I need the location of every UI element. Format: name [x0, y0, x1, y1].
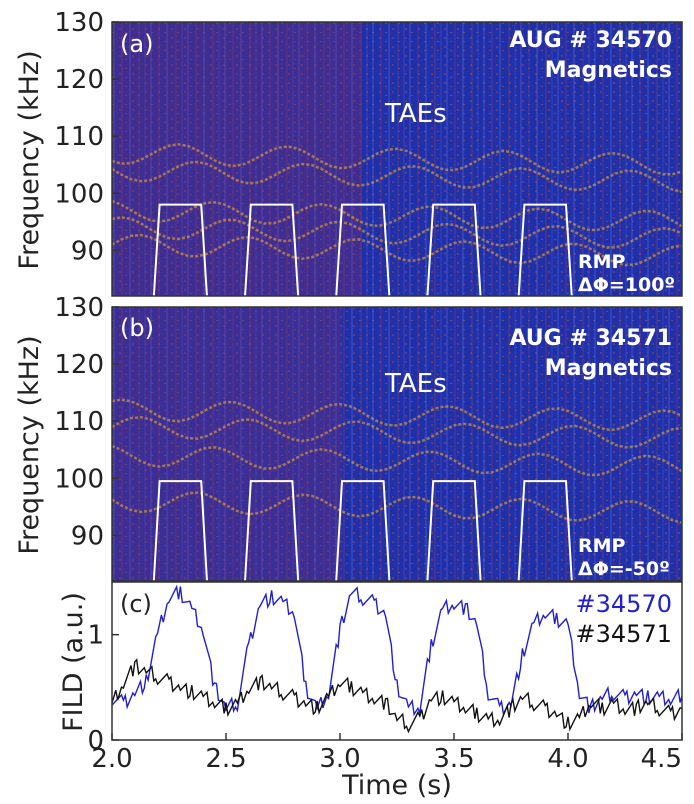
panel-a: 90 100 110 120 130 (a) AUG # 34570 Magnetics… — [14, 8, 683, 297]
panel-b-y-ticks: 90 100 110 120 130 — [54, 293, 119, 551]
y-tick-label: 130 — [54, 8, 104, 38]
panel-c-y-axis-label: FILD (a.u.) — [58, 592, 89, 732]
panel-b-tae-label: TAEs — [384, 369, 447, 399]
x-tick-label: 2.0 — [91, 744, 132, 774]
panel-c-background — [112, 582, 682, 740]
panel-a-spectrogram — [112, 22, 682, 296]
y-tick-label: 1 — [87, 621, 104, 651]
y-tick-label: 120 — [54, 65, 104, 95]
panel-b-spectrogram — [112, 307, 682, 581]
panel-c-x-ticks: 2.0 2.5 3.0 3.5 4.0 4.5 — [91, 733, 683, 774]
panel-b-diagnostic: Magnetics — [545, 356, 672, 381]
panel-a-y-ticks: 90 100 110 120 130 — [54, 8, 119, 266]
tae-mode-band — [112, 216, 682, 249]
panel-a-diagnostic: Magnetics — [545, 58, 672, 83]
y-tick-label: 100 — [54, 464, 104, 494]
panel-a-mode-bands — [112, 143, 682, 267]
panel-a-phase-label: ΔΦ=100º — [578, 274, 675, 296]
tae-mode-band — [112, 444, 682, 477]
x-axis-label: Time (s) — [341, 770, 452, 801]
y-tick-label: 90 — [71, 521, 104, 551]
panel-c-y-ticks: 01 — [87, 621, 119, 756]
panel-b-label: (b) — [120, 314, 154, 342]
y-tick-label: 90 — [71, 236, 104, 266]
legend-entry-34570: #34570 — [576, 590, 672, 618]
panel-b-rmp-label: RMP — [578, 535, 626, 557]
x-tick-label: 4.5 — [641, 744, 682, 774]
x-tick-label: 4.0 — [547, 744, 588, 774]
panel-c-label: (c) — [120, 590, 152, 618]
tae-mode-band — [112, 491, 682, 524]
panel-c: 01 2.0 2.5 3.0 3.5 4.0 4.5 (c) #34570 #34571 … — [58, 581, 683, 801]
y-tick-label: 110 — [54, 122, 104, 152]
series-line-34570 — [112, 584, 682, 717]
panel-b-shot-title: AUG # 34571 — [509, 326, 672, 351]
panel-b: 90 100 110 120 130 (b) AUG # 34571 Magnetics… — [14, 293, 683, 582]
x-tick-label: 3.5 — [433, 744, 474, 774]
x-tick-label: 2.5 — [205, 744, 246, 774]
tae-mode-band — [112, 233, 682, 267]
panel-a-tae-label: TAEs — [384, 99, 447, 129]
panel-b-phase-label: ΔΦ=-50º — [578, 558, 670, 580]
panel-a-shot-title: AUG # 34570 — [509, 28, 672, 53]
series-line-34571 — [112, 658, 682, 734]
y-tick-label: 120 — [54, 350, 104, 380]
tae-mode-band — [112, 415, 682, 449]
panel-b-rmp-waveform — [152, 480, 573, 581]
panel-c-lines — [112, 584, 682, 734]
y-tick-label: 110 — [54, 407, 104, 437]
tae-mode-band — [112, 398, 682, 431]
panel-a-frame — [111, 21, 683, 297]
panel-b-y-axis-label: Frequency (kHz) — [14, 335, 45, 554]
panel-a-label: (a) — [120, 30, 153, 58]
tae-mode-band — [112, 160, 682, 194]
y-tick-label: 130 — [54, 293, 104, 323]
tae-mode-band — [112, 199, 682, 232]
tae-mode-band — [112, 143, 682, 176]
x-tick-label: 3.0 — [319, 744, 360, 774]
legend-entry-34571: #34571 — [576, 620, 672, 648]
y-tick-label: 0 — [87, 726, 104, 756]
panel-b-frame — [111, 306, 683, 582]
rmp-pulse-line — [152, 480, 573, 581]
panel-a-rmp-waveform — [152, 203, 573, 296]
panel-a-y-axis-label: Frequency (kHz) — [14, 50, 45, 269]
y-tick-label: 100 — [54, 179, 104, 209]
panel-a-rmp-label: RMP — [578, 251, 626, 273]
panel-b-mode-bands — [112, 398, 682, 524]
rmp-pulse-line — [152, 203, 573, 296]
panel-c-frame — [111, 581, 683, 741]
